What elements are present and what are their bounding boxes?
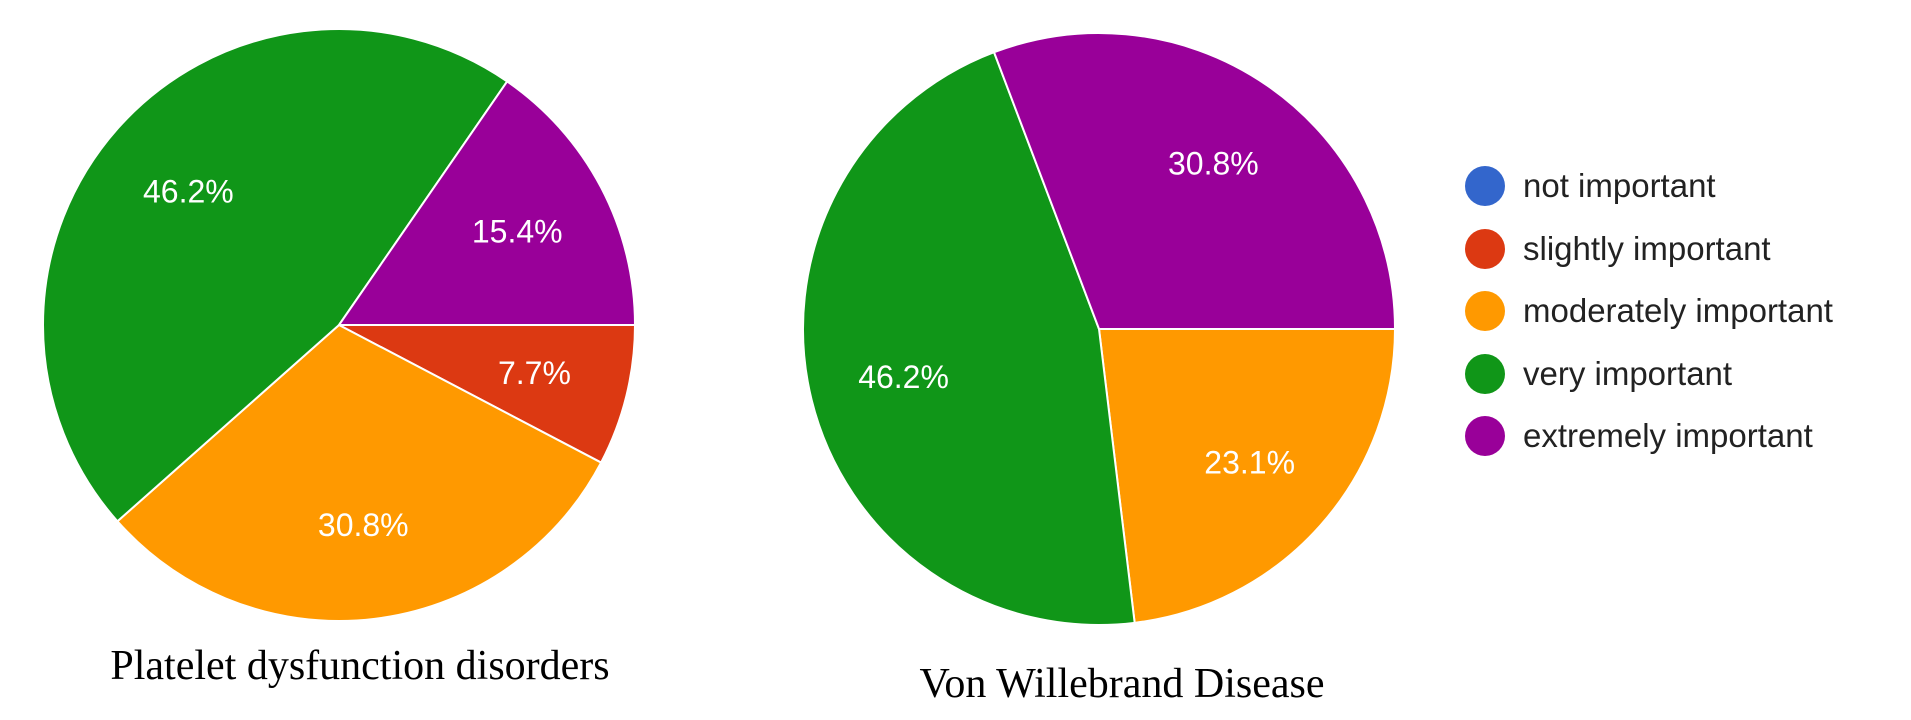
legend-dot: [1465, 416, 1505, 457]
pie-slice-very-important: [801, 50, 1136, 626]
slice-label: 23.1%: [1204, 444, 1295, 480]
legend-label: not important: [1523, 167, 1716, 205]
slice-label: 46.2%: [143, 174, 234, 210]
legend-label: moderately important: [1523, 292, 1833, 330]
legend-dot: [1465, 228, 1505, 269]
legend-label: extremely important: [1523, 417, 1813, 455]
legend-dot: [1465, 353, 1505, 394]
legend-item-moderately-important: moderately important: [1465, 280, 1833, 343]
legend-dot: [1465, 166, 1505, 207]
pie-slice-very-important: [42, 28, 509, 523]
legend-item-slightly-important: slightly important: [1465, 218, 1833, 281]
legend-label: slightly important: [1523, 229, 1771, 267]
legend-dot: [1465, 291, 1505, 332]
chart-title-vwd: Von Willebrand Disease: [919, 661, 1325, 707]
legend: not important slightly important moderat…: [1465, 155, 1833, 468]
legend-item-not-important: not important: [1465, 155, 1833, 218]
slice-label: 30.8%: [1168, 145, 1259, 181]
legend-item-extremely-important: extremely important: [1465, 405, 1833, 468]
slice-label: 30.8%: [318, 507, 409, 543]
legend-label: very important: [1523, 354, 1733, 392]
pie-slice-slightly-important: [338, 324, 637, 464]
chart-title-platelet: Platelet dysfunction disorders: [110, 643, 610, 689]
pie-slice-moderately-important: [1097, 328, 1397, 624]
slice-label: 46.2%: [858, 359, 949, 395]
pie-slice-extremely-important: [992, 32, 1397, 330]
pie-slice-extremely-important: [337, 80, 637, 326]
slice-label: 15.4%: [472, 213, 563, 249]
legend-item-very-important: very important: [1465, 343, 1833, 406]
pie-slice-moderately-important: [116, 323, 603, 622]
slice-label: 7.7%: [498, 355, 571, 391]
